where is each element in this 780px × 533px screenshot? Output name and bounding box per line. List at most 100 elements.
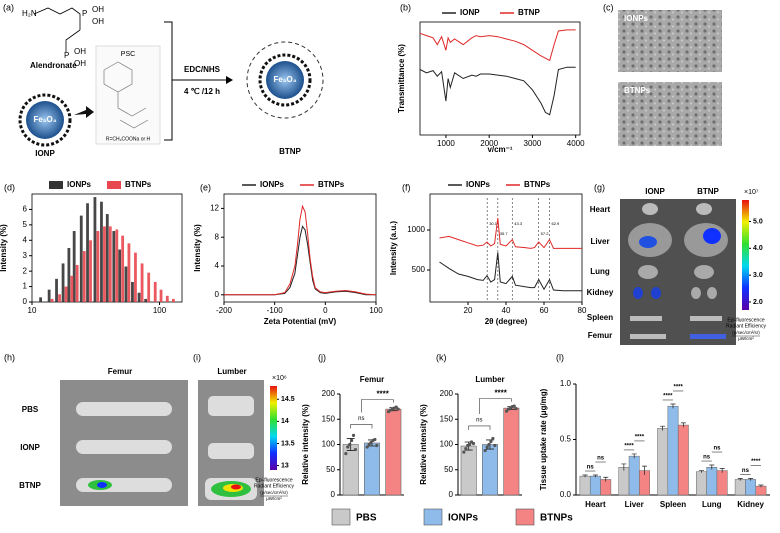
colorbar-tick-label: 14.5 xyxy=(281,396,295,403)
chem-label: OH xyxy=(92,5,104,14)
y-axis-label: Relative intensity (%) xyxy=(301,404,310,485)
row-label: PBS xyxy=(22,405,39,414)
bar xyxy=(140,263,144,302)
y-tick-label: 0 xyxy=(23,297,28,306)
colorbar-tick-label: 5.0 xyxy=(753,218,763,225)
legend-label: BTNPs xyxy=(318,180,345,189)
panel-title: Femur xyxy=(108,367,132,376)
peak-label: 35.7 xyxy=(500,231,509,236)
panel-label: (f) xyxy=(402,182,411,192)
y-tick-label: 100 xyxy=(440,440,454,449)
legend-label: IONP xyxy=(460,8,480,17)
legend-label: IONPs xyxy=(67,180,92,189)
x-tick-label: 3000 xyxy=(524,139,542,148)
coating xyxy=(246,41,324,119)
x-axis-label: v/cm⁻¹ xyxy=(487,145,512,154)
bar xyxy=(112,231,116,302)
y-axis-label: Intensity (%) xyxy=(0,224,8,272)
significance: **** xyxy=(751,459,761,465)
signal xyxy=(703,228,721,244)
bar xyxy=(118,249,122,302)
legend-swatch xyxy=(515,508,535,526)
error-bar xyxy=(748,478,754,481)
data-point xyxy=(367,442,371,447)
bar xyxy=(159,289,163,302)
colorbar-title: Radiant Efficiency xyxy=(254,483,294,489)
y-tick-label: 4 xyxy=(23,235,28,244)
bar xyxy=(79,215,83,302)
chem-label: P xyxy=(82,9,87,18)
error-bar xyxy=(758,484,764,488)
chem-label: OH xyxy=(74,59,86,68)
significance: **** xyxy=(635,435,645,441)
bond xyxy=(33,7,81,52)
organ-label: Spleen xyxy=(587,313,613,322)
y-tick-label: 6 xyxy=(23,205,28,214)
arrow xyxy=(74,106,94,118)
significance: ns xyxy=(587,465,595,471)
image-label: BTNPs xyxy=(624,86,651,95)
legend-swatch xyxy=(331,508,351,526)
legend-label: IONPs xyxy=(448,513,478,524)
colorbar-exponent: ×10⁷ xyxy=(744,189,759,196)
psc-label: PSC xyxy=(121,51,135,58)
x-tick-label: Kidney xyxy=(737,500,764,509)
significance: **** xyxy=(663,394,673,400)
error-bar xyxy=(642,465,648,476)
bar xyxy=(503,407,520,496)
organ xyxy=(642,203,658,215)
data-point xyxy=(489,439,493,444)
peak-label: 62.9 xyxy=(552,221,561,226)
significance: ns xyxy=(703,455,711,461)
bar xyxy=(75,264,79,302)
y-axis-label: Transmittance (%) xyxy=(397,44,406,113)
bar xyxy=(131,281,134,302)
organ-label: Heart xyxy=(590,205,611,214)
peak-label: 57.2 xyxy=(541,231,550,236)
error-bar xyxy=(631,453,637,459)
y-tick-label: 100 xyxy=(322,440,336,449)
reagents: EDC/NHS xyxy=(184,65,221,74)
data-point xyxy=(348,442,352,447)
data-point xyxy=(491,436,495,441)
organ xyxy=(690,316,722,321)
legend-swatch xyxy=(49,181,63,189)
data-point xyxy=(369,440,373,445)
organ xyxy=(633,287,643,299)
bar xyxy=(364,442,380,496)
chart-title: Lumber xyxy=(475,375,504,384)
error-bar xyxy=(698,470,704,473)
line-series xyxy=(439,252,582,292)
line-series xyxy=(224,225,376,296)
data-point xyxy=(471,441,476,446)
psc-box xyxy=(95,45,161,145)
bone xyxy=(208,396,254,416)
row-label: BTNP xyxy=(19,481,41,490)
legend-label: BTNP xyxy=(518,8,540,17)
panel-a: (a) H₂N P OH OH P OH OH Alendronate Fe₃O… xyxy=(3,2,324,158)
panel-label: (h) xyxy=(4,352,15,362)
bar xyxy=(755,485,767,496)
y-tick-label: 4 xyxy=(215,261,220,270)
y-axis-label: Tissue uptake rate (μg/mg) xyxy=(539,388,548,490)
y-tick-label: 1000 xyxy=(407,225,425,234)
x-axis-label: 2θ (degree) xyxy=(485,317,528,326)
data-point xyxy=(504,409,509,413)
colorbar-units: (p/sec/cm²/sr) xyxy=(732,330,760,335)
y-tick-label: 1 xyxy=(23,282,28,291)
bar xyxy=(589,475,601,496)
bar xyxy=(50,298,54,302)
data-point xyxy=(351,433,356,438)
data-point xyxy=(514,407,518,411)
bar xyxy=(70,275,74,302)
x-axis-label: Zeta Potential (mV) xyxy=(264,317,337,326)
bone xyxy=(208,443,254,459)
y-tick-label: 150 xyxy=(440,414,454,423)
y-tick-label: 3 xyxy=(23,251,28,260)
reaction-arrow xyxy=(164,21,226,141)
bar xyxy=(706,467,718,496)
data-point xyxy=(493,443,497,448)
panel-label: (g) xyxy=(594,182,605,192)
plot-frame xyxy=(223,193,377,303)
bone xyxy=(76,402,172,416)
